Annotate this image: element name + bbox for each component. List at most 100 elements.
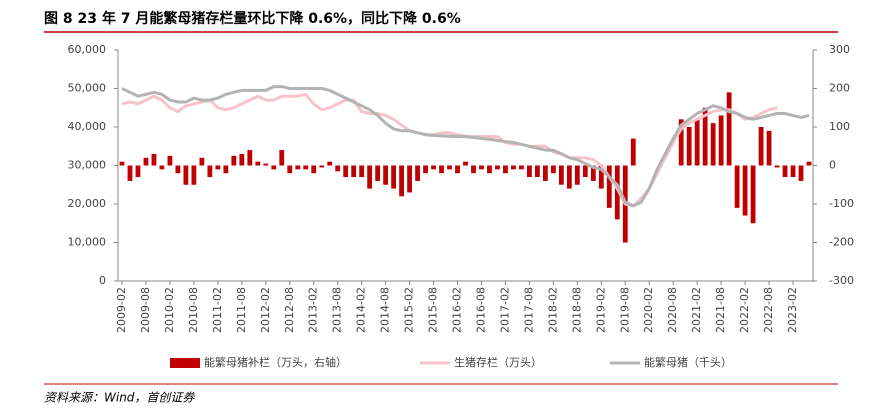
bar bbox=[439, 165, 444, 174]
bar bbox=[766, 130, 772, 166]
bar bbox=[407, 165, 412, 193]
y-tick-label: 10,000 bbox=[68, 236, 107, 249]
x-tick-label: 2015-02 bbox=[403, 287, 416, 333]
bar bbox=[694, 119, 700, 166]
bar bbox=[383, 165, 389, 185]
x-tick-label: 2014-02 bbox=[355, 287, 368, 333]
bar bbox=[806, 161, 812, 166]
x-tick-label: 2011-02 bbox=[211, 287, 224, 333]
source: 资料来源：Wind，首创证券 bbox=[44, 391, 195, 405]
legend-label: 能繁母猪补栏（万头，右轴） bbox=[204, 355, 347, 369]
bar bbox=[215, 165, 221, 170]
bar bbox=[255, 161, 261, 166]
bar bbox=[415, 165, 420, 181]
bar bbox=[127, 165, 133, 181]
x-tick-label: 2016-02 bbox=[451, 287, 464, 333]
y2-tick-label: 100 bbox=[829, 120, 850, 133]
y2-tick-label: -300 bbox=[829, 274, 854, 287]
bar bbox=[702, 107, 708, 166]
bar bbox=[790, 165, 796, 178]
x-tick-label: 2011-08 bbox=[235, 287, 248, 333]
y2-tick-label: 300 bbox=[829, 43, 850, 56]
bar bbox=[582, 165, 588, 178]
bar bbox=[455, 165, 460, 174]
bar bbox=[399, 165, 404, 197]
x-tick-label: 2013-02 bbox=[307, 287, 320, 333]
bar bbox=[247, 150, 253, 166]
bar bbox=[798, 165, 804, 181]
bar bbox=[750, 165, 756, 224]
bar bbox=[431, 165, 436, 170]
bar bbox=[391, 165, 396, 189]
legend-label: 生猪存栏（万头） bbox=[454, 355, 542, 369]
bar bbox=[271, 165, 277, 170]
bar bbox=[758, 127, 764, 166]
bar bbox=[239, 153, 245, 166]
y-tick-label: 60,000 bbox=[68, 43, 107, 56]
bar bbox=[447, 165, 452, 170]
bar bbox=[375, 165, 381, 181]
bar bbox=[710, 123, 716, 166]
y2-tick-label: 200 bbox=[829, 82, 850, 95]
x-tick-label: 2023-02 bbox=[786, 287, 799, 333]
x-tick-label: 2010-08 bbox=[187, 287, 200, 333]
x-tick-label: 2021-02 bbox=[690, 287, 703, 333]
x-tick-label: 2012-08 bbox=[283, 287, 296, 333]
bar bbox=[287, 165, 293, 174]
bar bbox=[527, 165, 532, 178]
x-tick-label: 2018-02 bbox=[546, 287, 559, 333]
bar bbox=[471, 165, 476, 174]
y-tick-label: 40,000 bbox=[68, 120, 107, 133]
bar bbox=[726, 92, 732, 166]
bar bbox=[335, 165, 341, 172]
bar bbox=[295, 165, 301, 170]
x-tick-label: 2009-08 bbox=[139, 287, 152, 333]
bar bbox=[734, 165, 740, 208]
bar bbox=[159, 165, 165, 170]
bar bbox=[630, 138, 636, 166]
y-tick-label: 0 bbox=[99, 274, 106, 287]
bar bbox=[199, 157, 205, 166]
bar bbox=[359, 165, 365, 178]
y2-tick-label: -100 bbox=[829, 197, 854, 210]
x-tick-label: 2022-02 bbox=[738, 287, 751, 333]
bar bbox=[742, 165, 748, 216]
bar bbox=[511, 165, 516, 170]
x-tick-label: 2021-08 bbox=[714, 287, 727, 333]
bar bbox=[367, 165, 373, 189]
bar bbox=[463, 161, 468, 166]
x-tick-label: 2019-08 bbox=[618, 287, 631, 333]
bar bbox=[614, 165, 620, 220]
bar bbox=[223, 165, 229, 174]
bar bbox=[550, 165, 556, 174]
bar bbox=[487, 165, 492, 174]
bar bbox=[119, 161, 125, 166]
bar bbox=[231, 155, 237, 166]
x-tick-label: 2022-08 bbox=[762, 287, 775, 333]
bar bbox=[303, 165, 309, 170]
bar bbox=[590, 165, 596, 181]
x-tick-label: 2017-08 bbox=[522, 287, 535, 333]
bar bbox=[207, 165, 213, 178]
x-tick-label: 2013-08 bbox=[331, 287, 344, 333]
bar bbox=[143, 157, 149, 166]
line bbox=[121, 92, 778, 208]
y-tick-label: 50,000 bbox=[68, 82, 107, 95]
x-tick-label: 2016-08 bbox=[474, 287, 487, 333]
bar bbox=[327, 161, 333, 166]
y-tick-label: 30,000 bbox=[68, 159, 107, 172]
line bbox=[121, 85, 810, 208]
bar bbox=[718, 115, 724, 166]
bar bbox=[774, 165, 780, 168]
x-tick-label: 2019-02 bbox=[594, 287, 607, 333]
y2-tick-label: 0 bbox=[829, 159, 836, 172]
bar bbox=[542, 165, 548, 181]
bar bbox=[343, 165, 349, 178]
x-tick-label: 2012-02 bbox=[259, 287, 272, 333]
bar bbox=[503, 165, 508, 174]
y-tick-label: 20,000 bbox=[68, 197, 107, 210]
bar bbox=[263, 163, 269, 166]
x-tick-label: 2020-02 bbox=[642, 287, 655, 333]
bar bbox=[479, 165, 484, 170]
